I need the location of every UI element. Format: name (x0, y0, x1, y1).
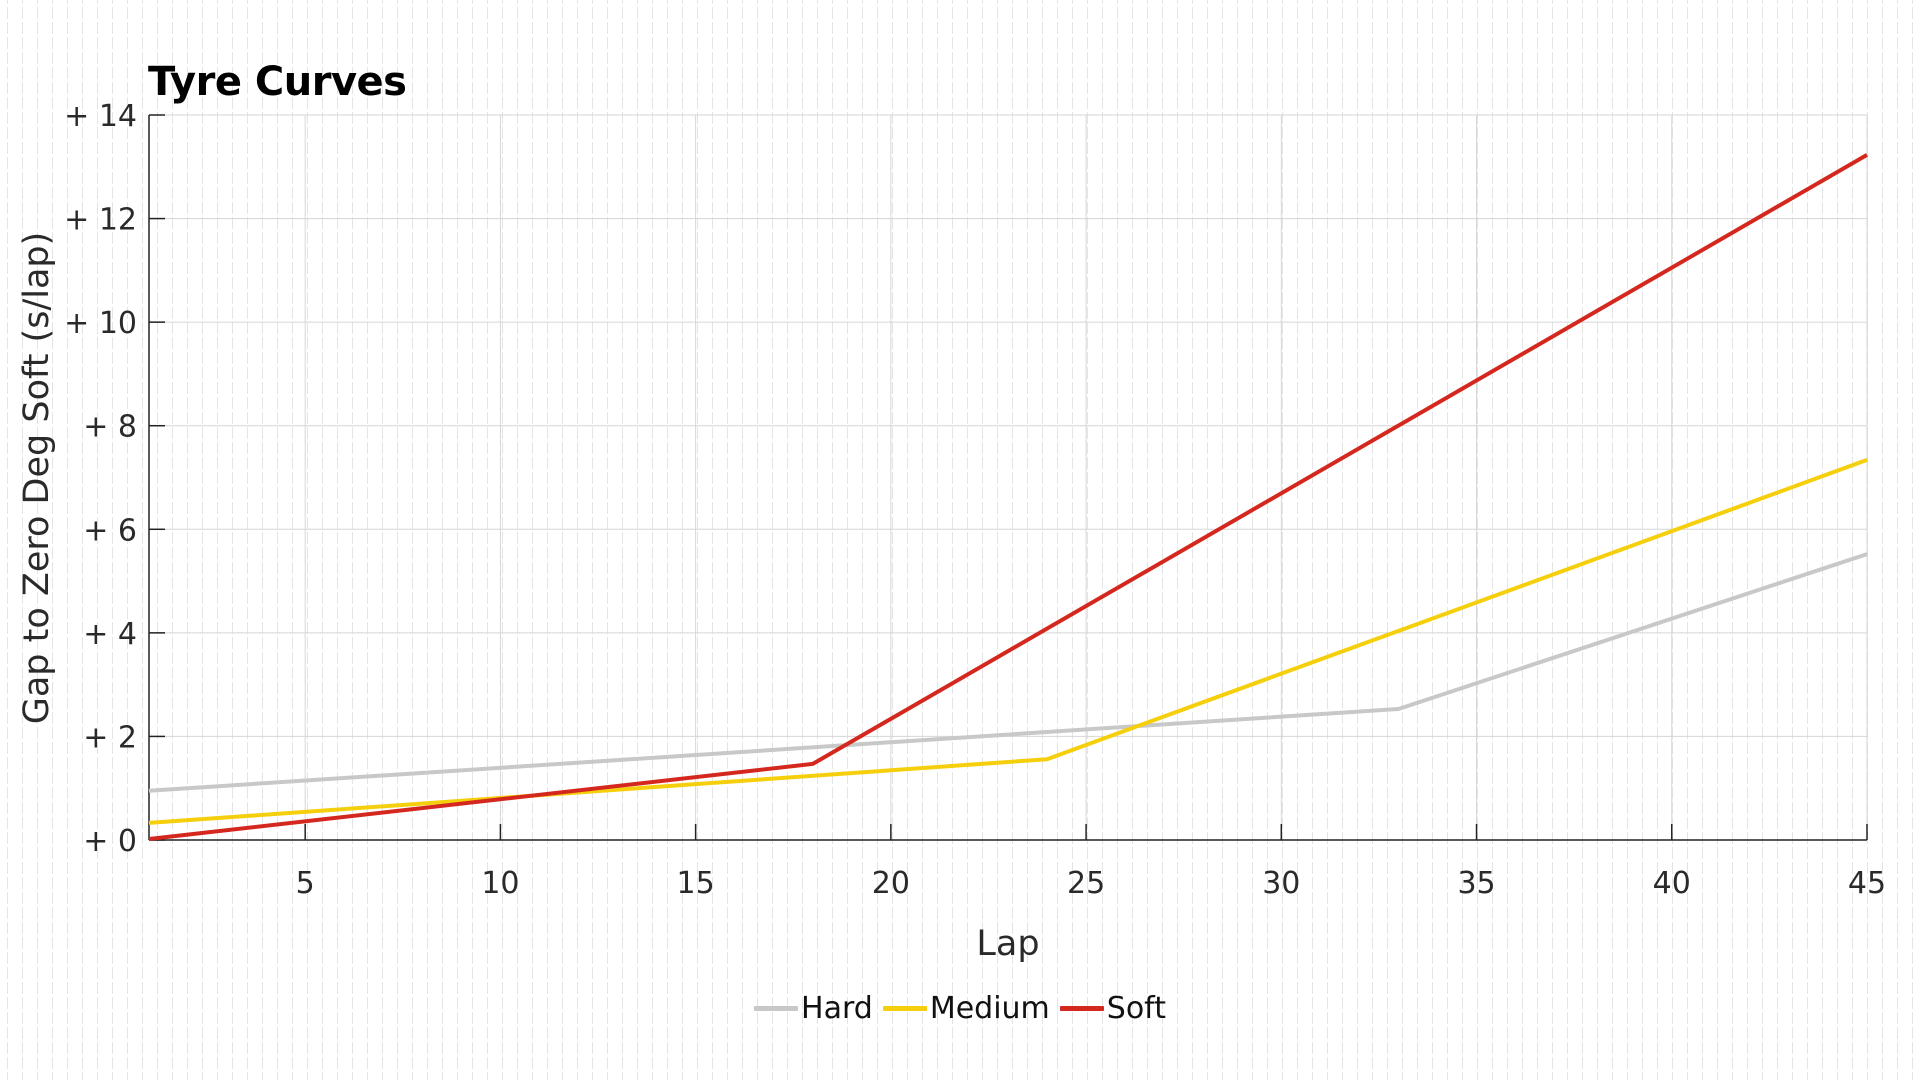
x-tick-label: 25 (1067, 866, 1105, 901)
x-tick-labels: 5 10 15 20 25 30 35 40 45 (296, 866, 1886, 901)
series-line-soft (148, 153, 1869, 841)
x-tick-label: 40 (1653, 866, 1691, 901)
legend-swatch-hard (754, 1006, 799, 1011)
series-line-hard (148, 552, 1868, 793)
legend-label-medium: Medium (929, 991, 1050, 1026)
y-tick-label: + 6 (83, 513, 137, 548)
y-tick-label: + 4 (83, 617, 137, 652)
y-tick-label: + 2 (83, 720, 137, 755)
y-tick-label: + 0 (83, 824, 137, 859)
x-tick-label: 35 (1457, 866, 1495, 901)
y-tick-label: + 8 (83, 410, 137, 445)
legend-swatch-soft (1059, 1006, 1104, 1011)
y-tick-label: + 10 (64, 306, 137, 341)
series-line-medium (148, 458, 1868, 825)
x-tick-label: 30 (1262, 866, 1300, 901)
x-tick-label: 5 (296, 866, 315, 901)
series-lines (148, 153, 1869, 841)
legend-item-medium[interactable]: Medium (882, 991, 1050, 1026)
x-tick-label: 20 (872, 866, 910, 901)
legend-swatch-medium (882, 1006, 927, 1011)
plot-gridlines (149, 114, 1868, 840)
y-axis-label: Gap to Zero Deg Soft (s/lap) (17, 232, 57, 725)
legend-label-soft: Soft (1106, 991, 1166, 1026)
y-tick-label: + 14 (64, 99, 137, 134)
y-tick-labels: + 0 + 2 + 4 + 6 + 8 + 10 + 12 + 14 (64, 99, 137, 859)
plot-axes (148, 114, 1868, 841)
chart-title: Tyre Curves (148, 59, 407, 105)
x-axis-label: Lap (976, 924, 1039, 964)
legend-item-soft[interactable]: Soft (1059, 991, 1166, 1026)
x-tick-label: 10 (481, 866, 519, 901)
legend-item-hard[interactable]: Hard (754, 991, 873, 1026)
y-tick-label: + 12 (64, 203, 137, 238)
x-tick-label: 45 (1848, 866, 1886, 901)
legend-label-hard: Hard (801, 991, 873, 1026)
chart-legend: Hard Medium Soft (0, 991, 1920, 1026)
x-tick-label: 15 (677, 866, 715, 901)
